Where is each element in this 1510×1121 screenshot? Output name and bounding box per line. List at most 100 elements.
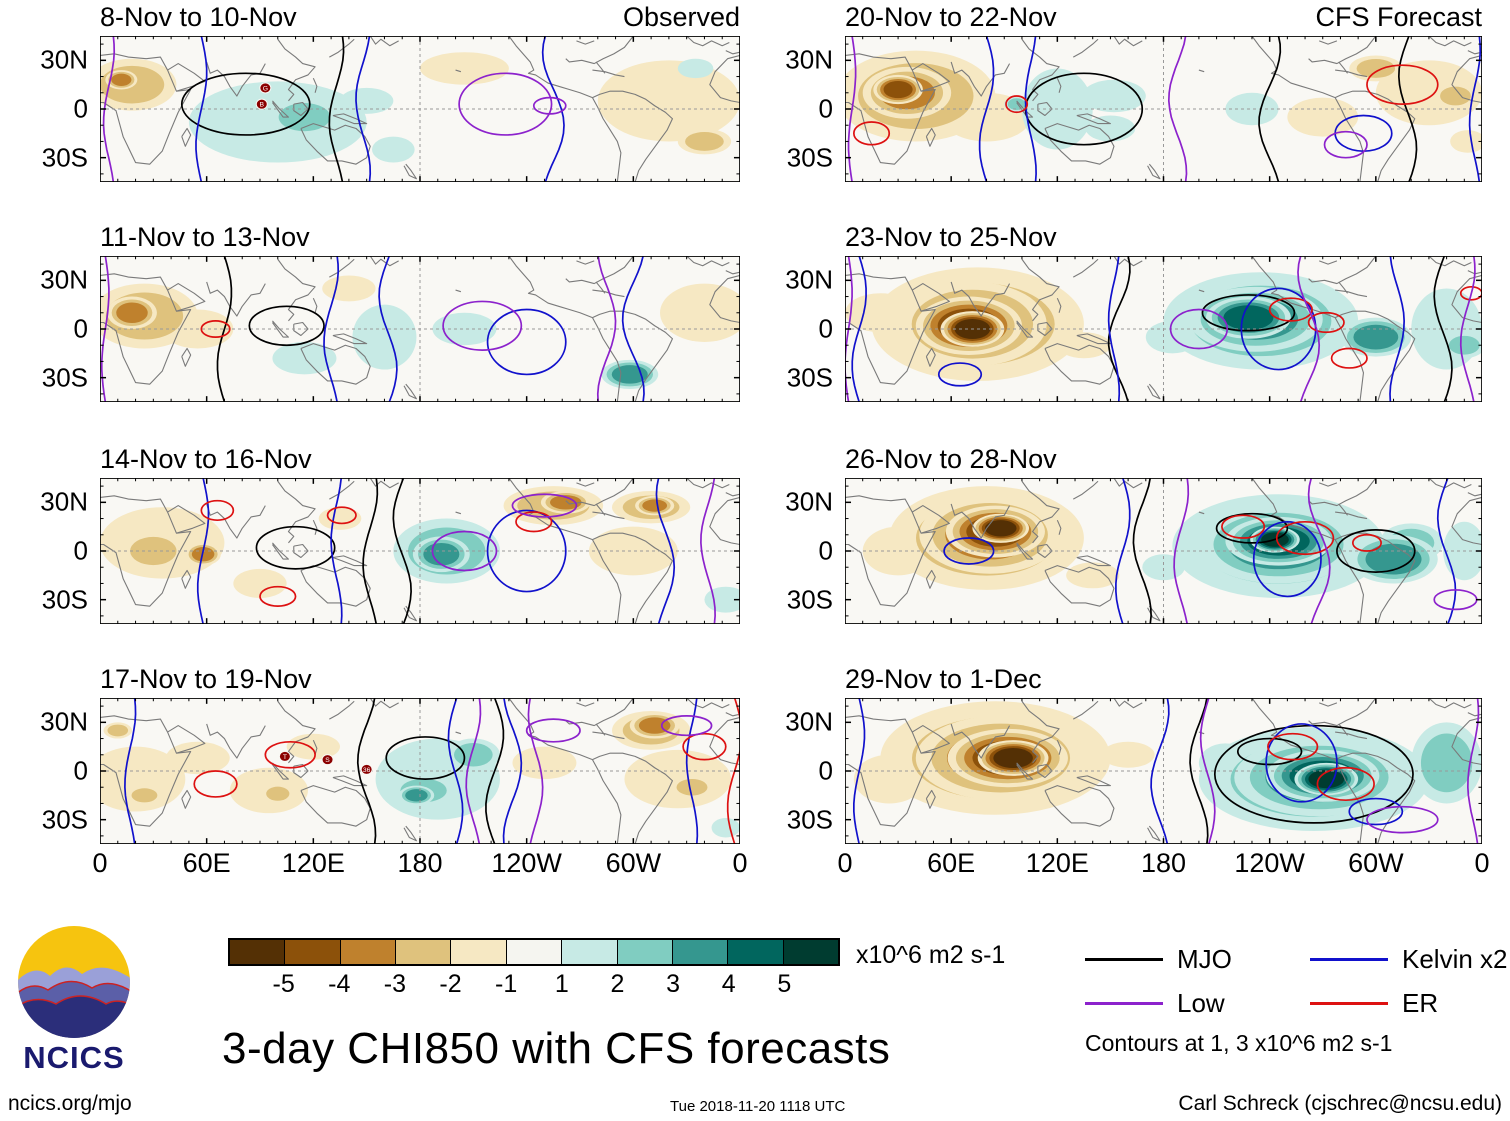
x-axis-right: 0 60E 120E 180 120W 60W 0 [837, 848, 1489, 880]
anomaly-fills [100, 486, 740, 613]
coastlines [100, 36, 740, 182]
colorbar-segment [339, 940, 396, 964]
colorbar [228, 938, 840, 966]
legend-label: ER [1402, 988, 1439, 1018]
logo-mountain-front [18, 995, 130, 1038]
map-panel-observed-1: GB [100, 36, 740, 182]
y-tick-label: 0 [73, 93, 88, 124]
svg-text:B: B [260, 102, 265, 109]
coastlines [100, 698, 740, 844]
legend-label: Kelvin x2 [1402, 944, 1508, 974]
panel-title: 11-Nov to 13-Nov [100, 222, 310, 252]
y-tick-label: 30S [41, 362, 88, 393]
y-tick-label: 30S [786, 362, 833, 393]
colorbar-labels: -5 -4 -3 -2 -1 1 2 3 4 5 [228, 970, 840, 998]
column-label-cfs-forecast: CFS Forecast [1315, 2, 1482, 32]
map-panel-forecast-2 [845, 256, 1482, 402]
y-tick-label: 30N [40, 44, 88, 75]
footer-timestamp: Tue 2018-11-20 1118 UTC [670, 1098, 846, 1115]
y-tick-label: 30N [40, 706, 88, 737]
colorbar-units: x10^6 m2 s-1 [856, 941, 1006, 969]
panel-title: 8-Nov to 10-Nov [100, 2, 297, 32]
x-axis-left: 0 60E 120E 180 120W 60W 0 [92, 848, 747, 880]
storm-markers: GB [256, 83, 271, 109]
colorbar-tick-label: -5 [272, 970, 295, 998]
y-tick-label: 30N [785, 706, 833, 737]
legend-item-er: ER [1310, 988, 1438, 1019]
figure-title: 3-day CHI850 with CFS forecasts [222, 1024, 891, 1073]
map-panel-forecast-3 [845, 478, 1482, 624]
legend-item-mjo: MJO [1085, 944, 1232, 975]
y-tick-label: 30N [785, 44, 833, 75]
x-tick-label: 0 [837, 848, 853, 878]
mjo-line-icon [1085, 958, 1163, 961]
map-panel-observed-3 [100, 478, 740, 624]
legend-label: MJO [1177, 944, 1232, 974]
x-tick-label: 60W [605, 848, 662, 878]
contour-lines [198, 478, 715, 624]
map-panel-forecast-4 [845, 698, 1482, 844]
colorbar-segment [395, 940, 451, 964]
y-tick-label: 30S [786, 142, 833, 173]
contour-lines [104, 36, 566, 182]
contour-lines [944, 478, 1477, 624]
colorbar-segment [284, 940, 340, 964]
x-tick-label: 180 [1140, 848, 1187, 878]
y-tick-label: 0 [818, 535, 833, 566]
y-tick-label: 0 [818, 755, 833, 786]
storm-markers: T S 36 [279, 751, 372, 774]
x-tick-label: 180 [397, 848, 443, 878]
y-axis-labels: 30N 0 30S [761, 256, 839, 402]
x-tick-label: 60E [927, 848, 976, 878]
colorbar-segment [505, 940, 562, 964]
panel-title-row: 20-Nov to 22-Nov CFS Forecast [845, 2, 1482, 32]
graticule [845, 36, 1482, 182]
contour-lines [102, 256, 644, 402]
contour-lines [849, 36, 1481, 182]
graticule [845, 478, 1482, 624]
contour-note: Contours at 1, 3 x10^6 m2 s-1 [1085, 1030, 1393, 1056]
anomaly-fills [845, 267, 1482, 381]
graticule [100, 256, 740, 402]
footer-url: ncics.org/mjo [8, 1092, 132, 1115]
colorbar-segment [561, 940, 617, 964]
y-tick-label: 30N [785, 264, 833, 295]
svg-text:G: G [263, 86, 268, 93]
map-panel-observed-4: T S 36 [100, 698, 740, 844]
x-tick-label: 0 [732, 848, 748, 878]
graticule [845, 698, 1482, 844]
x-tick-label: 60E [182, 848, 231, 878]
y-axis-labels: 30N 0 30S [16, 698, 94, 844]
y-tick-label: 30S [41, 584, 88, 615]
colorbar-tick-label: 3 [666, 970, 681, 998]
graticule [100, 36, 740, 182]
graticule [845, 256, 1482, 402]
er-line-icon [1310, 1002, 1388, 1005]
logo-text: NCICS [23, 1040, 124, 1074]
coastlines [845, 698, 1482, 844]
legend-item-kelvin: Kelvin x2 [1310, 944, 1508, 975]
colorbar-segment [782, 940, 838, 964]
panel-title: 14-Nov to 16-Nov [100, 444, 312, 474]
legend-item-low: Low [1085, 988, 1225, 1019]
panel-title-row: 26-Nov to 28-Nov [845, 444, 1482, 474]
panel-title-row: 11-Nov to 13-Nov [100, 222, 740, 252]
panel-title: 20-Nov to 22-Nov [845, 2, 1057, 32]
map-panel-observed-2 [100, 256, 740, 402]
y-tick-label: 30S [786, 584, 833, 615]
x-tick-label: 120E [281, 848, 345, 878]
svg-text:S: S [325, 757, 330, 764]
x-tick-label: 120E [1025, 848, 1089, 878]
low-line-icon [1085, 1002, 1163, 1005]
colorbar-tick-label: 1 [554, 970, 569, 998]
panel-title: 17-Nov to 19-Nov [100, 664, 312, 694]
coastlines [100, 478, 740, 624]
x-tick-label: 0 [92, 848, 108, 878]
coastlines [845, 256, 1482, 402]
panel-title-row: 17-Nov to 19-Nov [100, 664, 740, 694]
colorbar-tick-label: -1 [495, 970, 518, 998]
y-tick-label: 30N [40, 486, 88, 517]
contour-lines [845, 256, 1482, 402]
colorbar-tick-label: -4 [328, 970, 351, 998]
